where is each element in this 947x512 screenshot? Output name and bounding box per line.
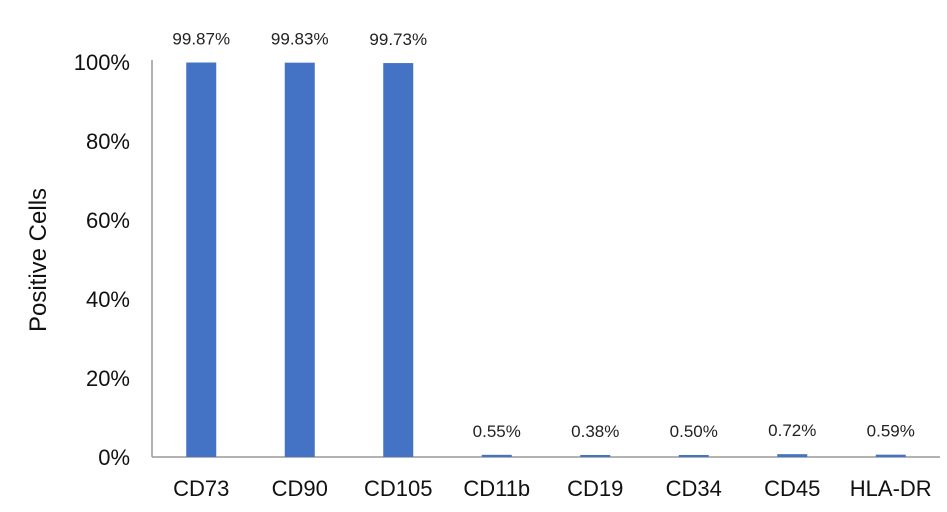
y-tick-label: 20%	[86, 366, 130, 391]
data-label: 0.55%	[473, 422, 521, 441]
data-label: 99.83%	[271, 30, 329, 49]
y-tick-label: 60%	[86, 208, 130, 233]
data-label: 99.73%	[369, 30, 427, 49]
data-labels: 99.87% 99.83% 99.73% 0.55% 0.38% 0.50% 0.72% 0.…	[172, 30, 914, 441]
y-tick-label: 0%	[98, 445, 130, 470]
y-tick-label: 80%	[86, 129, 130, 154]
data-label: 0.38%	[571, 422, 619, 441]
y-tick-label: 40%	[86, 287, 130, 312]
x-tick-label: CD34	[666, 476, 722, 501]
x-tick-label: CD45	[764, 476, 820, 501]
data-label: 0.59%	[867, 422, 915, 441]
data-label: 99.87%	[172, 30, 230, 49]
bar-cd90	[284, 62, 315, 457]
bar-cd19	[580, 455, 611, 457]
bar-cd73	[186, 62, 217, 458]
x-tick-label: CD73	[173, 476, 229, 501]
data-label: 0.50%	[670, 422, 718, 441]
bar-hla-dr	[875, 454, 906, 457]
x-tick-label: HLA-DR	[850, 476, 932, 501]
bar-cd105	[383, 63, 414, 458]
data-label: 0.72%	[768, 421, 816, 440]
x-tick-label: CD11b	[463, 476, 530, 501]
x-tick-label: CD90	[272, 476, 328, 501]
x-tick-label: CD105	[364, 476, 432, 501]
bar-cd34	[678, 455, 709, 457]
bar-cd45	[777, 454, 808, 457]
bar-cd11b	[481, 454, 512, 457]
y-axis-ticks: 0% 20% 40% 60% 80% 100%	[74, 50, 130, 470]
bars	[186, 62, 906, 458]
axes	[151, 60, 940, 458]
y-tick-label: 100%	[74, 50, 130, 75]
x-axis-labels: CD73 CD90 CD105 CD11b CD19 CD34 CD45 HLA-DR	[173, 476, 932, 501]
y-axis-title: Positive Cells	[25, 188, 52, 332]
x-tick-label: CD19	[567, 476, 623, 501]
